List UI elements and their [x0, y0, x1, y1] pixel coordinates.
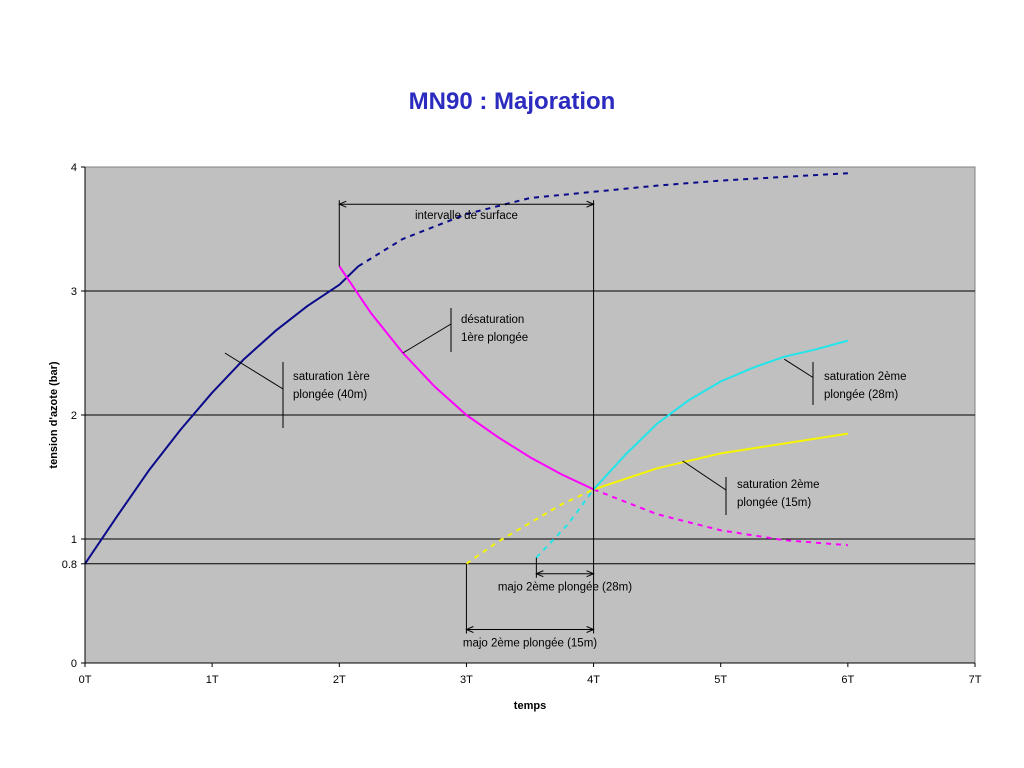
intervalle-label: intervalle de surface: [415, 210, 518, 222]
series-line-cyan-solid: [592, 339, 849, 491]
annotations-group: intervalle de surface majo 2ème plongée (…: [224, 200, 906, 650]
y-tick-label: 3: [71, 286, 77, 298]
x-axis-title: temps: [514, 700, 546, 712]
series-line-navy-solid: [84, 265, 360, 565]
series-line-navy-dashed: [357, 172, 848, 268]
saturation_28-text: saturation 2ème: [824, 371, 906, 383]
y-tick-label: 0: [71, 658, 77, 670]
chart-title: MN90 : Majoration: [408, 88, 616, 115]
x-tick-label: 1T: [206, 674, 219, 686]
x-tick-label: 5T: [714, 674, 727, 686]
y-tick-label: 2: [71, 410, 77, 422]
saturation_1-text: saturation 1ère: [293, 371, 370, 383]
saturation_28-text: plongée (28m): [824, 389, 898, 401]
x-tick-label: 6T: [841, 674, 854, 686]
desaturation-text: 1ère plongée: [461, 332, 528, 344]
saturation_1-text: plongée (40m): [293, 389, 367, 401]
series-group: [84, 172, 849, 565]
series-line-yellow-solid: [593, 432, 849, 491]
x-tick-label: 3T: [460, 674, 473, 686]
series-line-magenta-dashed: [593, 488, 848, 547]
x-tick-label: 0T: [79, 674, 92, 686]
y-axis-title: tension d'azote (bar): [48, 361, 60, 468]
majo_28-label: majo 2ème plongée (28m): [498, 582, 632, 594]
desaturation-leader: [402, 323, 452, 354]
axes-group: 0 0.8 1 2 3 4 0T 1T 2T 3T 4T 5T 6T 7T temps tension d'a…: [48, 162, 982, 712]
plot-area-group: [84, 166, 976, 664]
saturation_15-text: plongée (15m): [737, 497, 811, 509]
series-line-cyan-dashed: [535, 488, 595, 559]
saturation_15-text: saturation 2ème: [737, 479, 819, 491]
series-line-magenta-solid: [338, 265, 595, 491]
y-tick-label: 4: [71, 162, 77, 174]
majo_15-label: majo 2ème plongée (15m): [463, 638, 597, 650]
saturation_15-leader: [682, 460, 727, 491]
y-tick-label: 1: [71, 534, 77, 546]
x-tick-label: 4T: [587, 674, 600, 686]
saturation_1-leader: [224, 352, 284, 390]
saturation_28-leader: [784, 358, 814, 378]
y-tick-label: 0.8: [62, 559, 77, 571]
desaturation-text: désaturation: [461, 314, 524, 326]
x-tick-label: 2T: [333, 674, 346, 686]
x-tick-label: 7T: [969, 674, 982, 686]
series-line-yellow-dashed: [465, 488, 595, 565]
